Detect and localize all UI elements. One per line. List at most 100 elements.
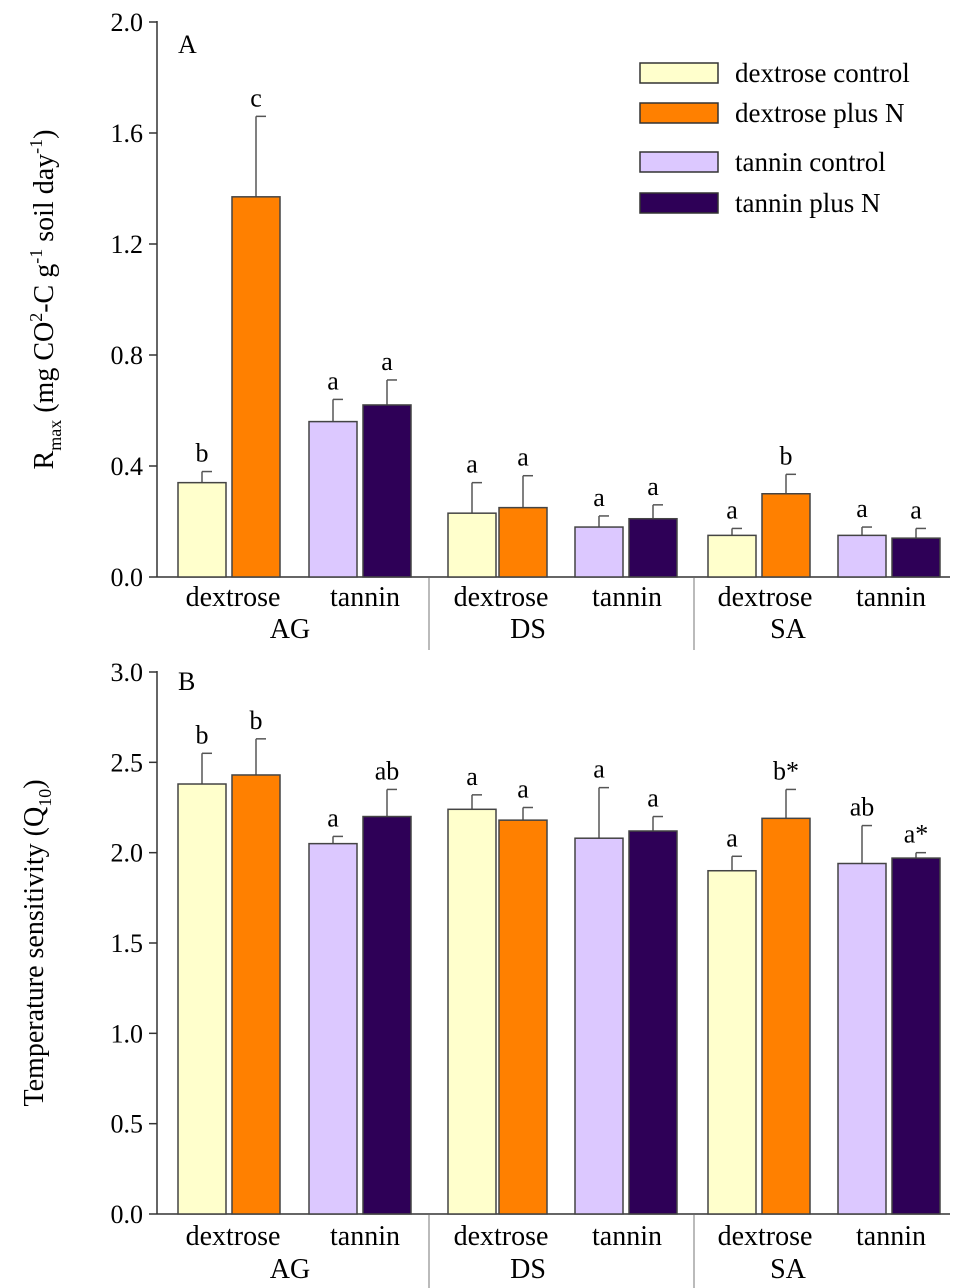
bar — [707, 534, 757, 578]
bar — [891, 537, 941, 578]
bar — [837, 862, 887, 1215]
y-axis-label-part: ) — [29, 130, 60, 139]
site-label: SA — [770, 614, 807, 645]
substrate-label: tannin — [856, 582, 926, 613]
y-axis-label-part: ) — [19, 779, 50, 788]
panel-label: B — [178, 667, 195, 696]
significance-letter: a — [327, 803, 339, 832]
bar — [498, 819, 548, 1215]
significance-letter: a — [517, 443, 529, 472]
site-label: AG — [270, 614, 310, 645]
bar — [231, 196, 281, 578]
significance-letter: a — [327, 366, 339, 395]
significance-letter: a — [593, 755, 605, 784]
bar — [628, 830, 678, 1215]
legend-swatch — [639, 62, 719, 84]
panel-label: A — [178, 30, 197, 59]
substrate-label: dextrose — [454, 1221, 549, 1252]
bar — [177, 783, 227, 1215]
site-label: DS — [510, 1254, 546, 1285]
significance-letter: ab — [850, 793, 875, 822]
significance-letter: b — [196, 720, 209, 749]
y-tick-label: 1.0 — [111, 1019, 144, 1048]
substrate-label: tannin — [592, 582, 662, 613]
bar — [308, 420, 358, 578]
y-axis-label: Temperature sensitivity (Q10) — [19, 779, 55, 1106]
significance-letter: a — [726, 823, 738, 852]
significance-letter: a — [726, 495, 738, 524]
y-axis-label-sub: max — [45, 420, 65, 451]
significance-letter: a* — [904, 820, 929, 849]
substrate-label: dextrose — [718, 582, 813, 613]
legend-swatch — [639, 151, 719, 173]
bar — [498, 506, 548, 578]
y-tick-label: 0.8 — [111, 341, 144, 370]
substrate-label: tannin — [592, 1221, 662, 1252]
significance-letter: a — [647, 784, 659, 813]
y-axis-label-sup: 2 — [26, 313, 46, 322]
site-label: AG — [270, 1254, 310, 1285]
y-axis-label-part: soil day — [29, 154, 60, 249]
panel-a: 0.0 0.4 0.8 1.2 1.6 2.0 Ab a a c a b a a a a a a dextrose t… — [26, 8, 950, 650]
y-tick-label: 3.0 — [111, 658, 144, 687]
panel-b: 0.00.51.01.52.02.53.0 Bbaabab*aaababaa*de… — [19, 658, 950, 1288]
site-label: DS — [510, 614, 546, 645]
bar — [362, 404, 412, 578]
y-tick-label: 2.5 — [111, 748, 144, 777]
legend-label: dextrose plus N — [735, 98, 904, 128]
y-tick-label: 0.5 — [111, 1110, 144, 1139]
significance-letter: a — [647, 472, 659, 501]
legend-label: tannin control — [735, 147, 886, 177]
y-tick-label: 0.0 — [111, 1200, 144, 1229]
significance-letter: a — [593, 483, 605, 512]
bar — [231, 774, 281, 1215]
legend: dextrose control dextrose plus N tannin co… — [639, 58, 910, 218]
legend-label: tannin plus N — [735, 188, 881, 218]
y-axis-label: Rmax (mg CO2-C g-1 soil day-1) — [26, 130, 65, 470]
significance-letter: c — [250, 83, 262, 112]
substrate-label: dextrose — [454, 582, 549, 613]
bar — [308, 842, 358, 1215]
y-axis-label-sub: 10 — [35, 789, 55, 807]
significance-letter: a — [856, 494, 868, 523]
legend-swatch — [639, 192, 719, 214]
bar — [362, 815, 412, 1215]
bar — [761, 817, 811, 1215]
substrate-label: tannin — [330, 1221, 400, 1252]
significance-letter: a — [910, 495, 922, 524]
site-label: SA — [770, 1254, 807, 1285]
y-tick-label: 0.4 — [111, 452, 144, 481]
significance-letter: b* — [773, 756, 799, 785]
y-tick-label: 0.0 — [111, 563, 144, 592]
significance-letter: ab — [375, 756, 400, 785]
y-tick-label: 1.6 — [111, 119, 144, 148]
y-axis-label-part: R — [29, 450, 60, 469]
substrate-label: dextrose — [718, 1221, 813, 1252]
bar — [891, 857, 941, 1215]
bar — [447, 512, 497, 578]
substrate-label: dextrose — [186, 582, 281, 613]
y-axis-label-part: -C g — [29, 264, 60, 313]
bar — [761, 493, 811, 578]
y-tick-label: 2.0 — [111, 839, 144, 868]
y-axis-label-part: Temperature sensitivity (Q — [19, 807, 50, 1107]
y-tick-label: 2.0 — [111, 8, 144, 37]
y-axis-label-sup: -1 — [26, 249, 46, 264]
legend-label: dextrose control — [735, 58, 910, 88]
bar — [177, 481, 227, 578]
significance-letter: a — [466, 450, 478, 479]
significance-letter: b — [196, 439, 209, 468]
y-axis-label-part: (mg CO — [29, 322, 60, 420]
y-tick-label: 1.5 — [111, 929, 144, 958]
bar — [707, 869, 757, 1215]
substrate-label: dextrose — [186, 1221, 281, 1252]
significance-letter: a — [466, 762, 478, 791]
bar — [574, 526, 624, 578]
legend-swatch — [639, 102, 719, 124]
bar — [628, 517, 678, 578]
bar — [574, 837, 624, 1215]
significance-letter: a — [517, 775, 529, 804]
significance-letter: b — [250, 706, 263, 735]
y-tick-label: 1.2 — [111, 230, 144, 259]
